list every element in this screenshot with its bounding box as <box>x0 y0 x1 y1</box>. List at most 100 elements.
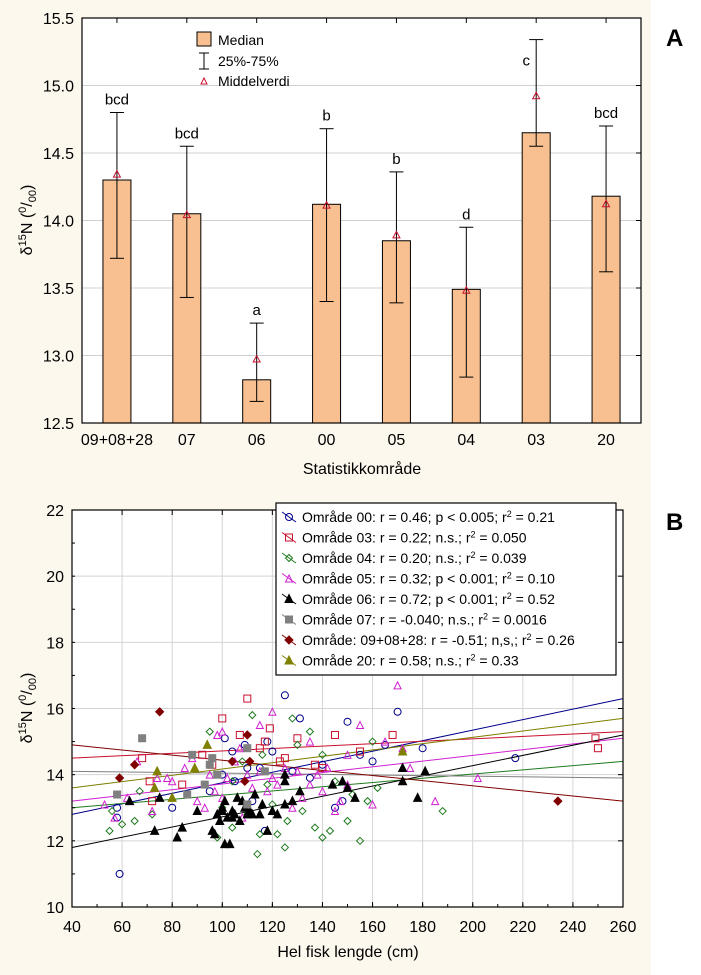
panel-a-y-tick-label: 15.5 <box>43 11 74 28</box>
data-point <box>368 757 377 766</box>
data-point <box>217 802 228 812</box>
panel-a-y-tick-label: 15.0 <box>43 79 74 96</box>
data-point <box>288 714 297 723</box>
legend-entry-label: Område 05: r = 0.32; p < 0.001; r2 = 0.1… <box>302 571 555 587</box>
data-point <box>138 754 147 763</box>
panel-a-x-tick-label: 00 <box>318 432 336 449</box>
data-point <box>511 754 520 763</box>
mean-marker <box>531 91 541 100</box>
data-point <box>430 796 440 806</box>
panel-b-y-tick-label: 14 <box>46 768 64 785</box>
data-point <box>268 707 277 716</box>
data-point <box>243 744 252 753</box>
legend-line-icon <box>281 532 297 543</box>
data-point <box>263 786 272 796</box>
data-point <box>178 780 187 789</box>
data-point <box>343 816 352 826</box>
data-point <box>325 826 335 836</box>
data-point <box>260 737 269 746</box>
median-bar <box>521 132 551 424</box>
panel-a-x-tick-label: 06 <box>248 432 266 449</box>
data-point <box>217 727 227 736</box>
data-point <box>265 724 274 733</box>
data-point <box>280 843 290 852</box>
panel-a-y-tick-label: 14.5 <box>43 146 74 163</box>
data-point <box>397 745 408 756</box>
data-point <box>268 747 277 756</box>
data-point <box>113 790 122 799</box>
data-point <box>268 773 277 782</box>
significance-label: c <box>522 53 530 70</box>
data-point <box>242 730 253 740</box>
data-point <box>209 828 220 839</box>
panel-b-y-axis-title: δ15N (0/00) <box>17 673 39 744</box>
data-point <box>305 779 315 789</box>
data-point <box>227 805 238 816</box>
significance-label: b <box>322 108 330 125</box>
data-point <box>337 775 348 786</box>
panel-b-x-tick-label: 120 <box>259 919 286 936</box>
data-point <box>135 787 144 796</box>
legend-entry-label: Område: 09+08+28: r = -0.51; n,s,; r2 = … <box>302 632 575 648</box>
data-point <box>192 796 202 806</box>
panel-b-x-tick-label: 260 <box>610 919 637 936</box>
data-point <box>224 838 235 849</box>
data-point <box>368 799 377 809</box>
data-point <box>293 740 302 750</box>
data-point <box>273 830 282 839</box>
fit-line-1 <box>71 731 624 759</box>
mean-marker <box>182 210 192 219</box>
mean-marker <box>461 285 471 294</box>
panel-b-legend: Område 00: r = 0.46; p < 0.005; r2 = 0.2… <box>275 502 617 676</box>
panel-a-y-tick-label: 13.0 <box>43 349 74 366</box>
data-point <box>363 796 372 806</box>
fit-line-6 <box>71 744 624 802</box>
data-point <box>227 756 237 767</box>
data-point <box>355 836 365 846</box>
data-point <box>205 760 214 769</box>
data-point <box>388 730 397 739</box>
data-point <box>228 823 237 832</box>
data-point <box>318 833 327 842</box>
data-point <box>162 773 172 782</box>
panel-b: 40 60 80 100 120 140 160 180 200 220 240 260 10 12 14 1… <box>17 502 683 961</box>
data-point <box>330 806 340 816</box>
fit-line-3 <box>71 737 624 802</box>
panel-b-x-tick-label: 100 <box>209 919 236 936</box>
panel-b-y-tick-label: 20 <box>46 569 64 586</box>
panel-a-label: A <box>666 25 683 52</box>
legend-marker-icon <box>284 593 294 603</box>
legend-marker-icon <box>284 553 294 563</box>
data-point <box>110 813 119 822</box>
data-point <box>180 763 190 773</box>
data-point <box>280 769 290 779</box>
data-point <box>189 762 200 773</box>
panel-a-x-tick-label: 07 <box>178 432 196 449</box>
panel-b-x-tick-label: 240 <box>560 919 587 936</box>
data-point <box>222 773 232 782</box>
data-point <box>272 808 283 819</box>
data-point <box>188 750 197 759</box>
data-point <box>219 795 230 806</box>
panel-b-y-tick-label: 22 <box>46 503 64 520</box>
panel-a-y-axis-title: δ15N (0/00) <box>17 185 39 256</box>
panel-a-y-tick-label: 12.5 <box>43 416 74 433</box>
significance-label: a <box>253 302 262 319</box>
panel-b-legend-box <box>275 502 617 676</box>
legend-mean-triangle-icon <box>200 76 208 85</box>
data-point <box>318 786 327 796</box>
data-point <box>438 806 447 816</box>
legend-marker-icon <box>284 654 294 665</box>
data-point <box>305 736 315 746</box>
data-point <box>210 786 220 796</box>
data-point <box>138 734 147 743</box>
data-point <box>397 775 408 786</box>
data-point <box>273 779 282 789</box>
legend-marker-icon <box>284 573 294 583</box>
data-point <box>553 796 563 806</box>
data-point <box>149 782 160 792</box>
panel-b-x-tick-label: 180 <box>409 919 436 936</box>
data-point <box>253 849 262 859</box>
